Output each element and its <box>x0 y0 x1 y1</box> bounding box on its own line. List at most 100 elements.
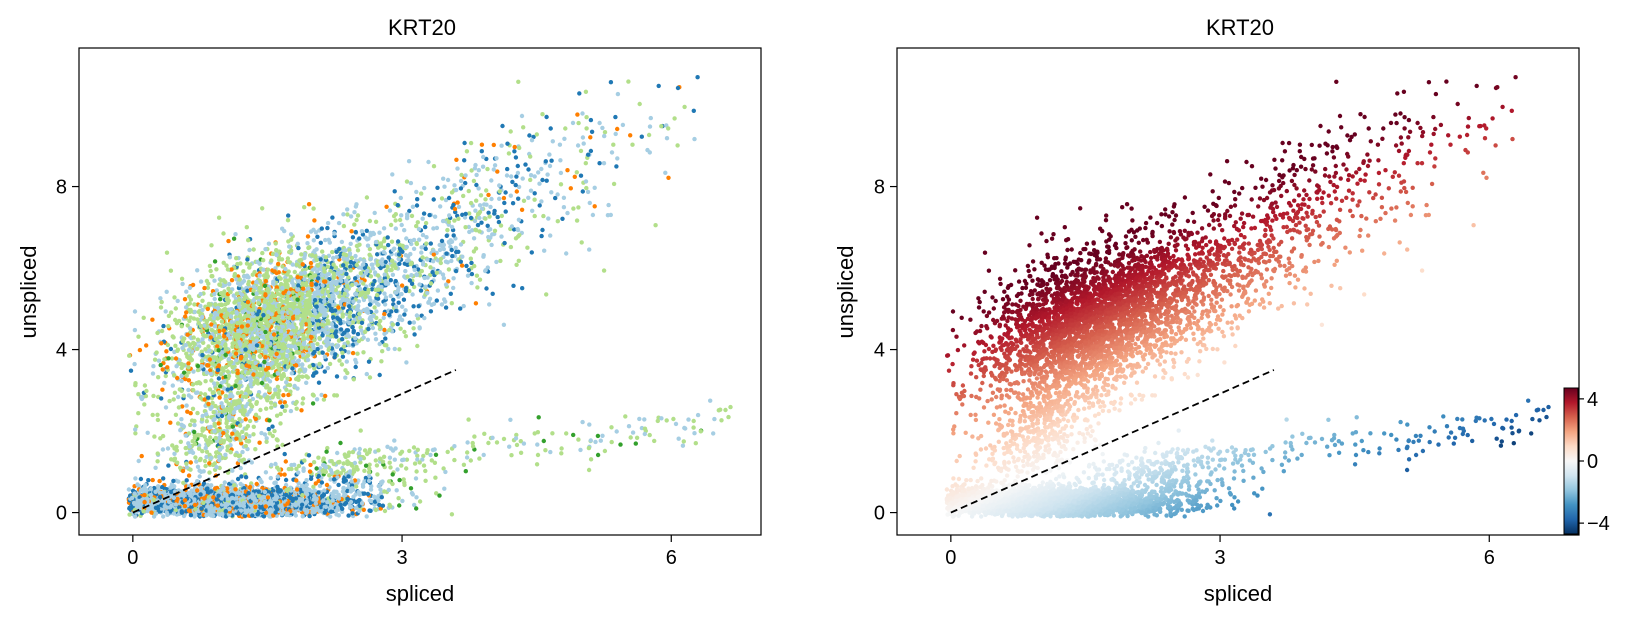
data-point <box>574 170 579 175</box>
data-point <box>263 355 268 360</box>
data-point <box>230 431 235 436</box>
data-point <box>327 303 332 308</box>
data-point <box>494 259 499 265</box>
data-point <box>253 447 258 452</box>
data-point <box>574 218 580 223</box>
data-point <box>495 214 500 220</box>
data-point <box>515 163 520 169</box>
data-point <box>580 135 586 140</box>
data-point <box>422 185 427 191</box>
data-point <box>173 412 179 417</box>
data-point <box>300 314 306 319</box>
data-point <box>449 512 455 517</box>
data-point <box>155 451 160 456</box>
data-point <box>583 161 588 166</box>
data-point <box>188 307 193 313</box>
data-point <box>291 283 296 288</box>
data-point <box>128 368 134 373</box>
data-point <box>263 350 269 355</box>
data-point <box>143 393 149 399</box>
data-point <box>284 357 289 363</box>
data-point <box>305 234 311 239</box>
data-point <box>251 303 256 308</box>
data-point <box>468 215 474 221</box>
data-point <box>280 315 285 320</box>
data-point <box>549 190 554 195</box>
data-point <box>334 249 339 254</box>
data-point <box>620 122 626 128</box>
data-point <box>370 266 376 271</box>
data-point <box>235 370 240 376</box>
data-point <box>374 292 380 298</box>
data-point <box>409 260 414 266</box>
data-point <box>365 337 371 342</box>
data-point <box>291 359 296 364</box>
data-point <box>263 247 268 252</box>
data-point <box>261 312 266 318</box>
data-point <box>294 376 299 382</box>
data-point <box>174 448 180 453</box>
data-point <box>179 276 185 281</box>
data-point <box>260 206 265 211</box>
data-point <box>484 286 489 291</box>
data-point <box>227 325 232 331</box>
data-point <box>180 281 185 287</box>
data-point <box>311 351 316 356</box>
data-point <box>325 365 330 371</box>
data-point <box>237 304 242 309</box>
data-point <box>411 320 417 325</box>
data-point <box>164 250 170 255</box>
data-point <box>444 251 449 256</box>
data-point <box>200 314 205 320</box>
data-point <box>329 283 334 289</box>
data-point <box>355 213 361 218</box>
data-point <box>458 178 464 184</box>
data-point <box>513 155 519 160</box>
data-point <box>160 447 166 452</box>
data-point <box>615 156 620 161</box>
data-point <box>250 346 255 351</box>
data-point <box>443 282 449 287</box>
data-point <box>431 248 436 253</box>
data-point <box>240 364 245 370</box>
data-point <box>555 219 560 224</box>
data-point <box>558 170 564 176</box>
data-point <box>548 233 553 238</box>
data-point <box>475 285 480 290</box>
data-point <box>539 199 544 204</box>
data-point <box>234 436 239 441</box>
data-point <box>542 248 547 253</box>
data-point <box>286 213 291 218</box>
data-point <box>466 268 471 273</box>
data-point <box>501 195 507 201</box>
data-point <box>294 350 300 355</box>
data-point <box>544 114 549 120</box>
data-point <box>221 278 226 283</box>
data-point <box>565 210 570 216</box>
data-point <box>597 161 602 166</box>
data-point <box>561 195 567 200</box>
data-point <box>289 371 294 376</box>
data-point <box>207 357 212 362</box>
data-point <box>348 268 353 273</box>
data-point <box>385 264 390 270</box>
data-point <box>358 257 363 262</box>
data-point <box>439 196 445 201</box>
data-point <box>393 212 398 217</box>
data-point <box>166 324 171 329</box>
data-point <box>576 205 581 210</box>
data-point <box>175 348 180 353</box>
data-point <box>311 393 316 398</box>
data-point <box>611 142 616 147</box>
data-point <box>358 271 363 276</box>
data-point <box>214 267 219 272</box>
data-point <box>527 133 532 138</box>
data-point <box>305 353 311 358</box>
data-point <box>513 182 518 188</box>
data-point <box>484 188 489 193</box>
data-point <box>639 134 644 139</box>
data-point <box>198 323 204 329</box>
data-point <box>151 393 156 399</box>
data-point <box>170 383 175 388</box>
data-point <box>243 404 248 409</box>
